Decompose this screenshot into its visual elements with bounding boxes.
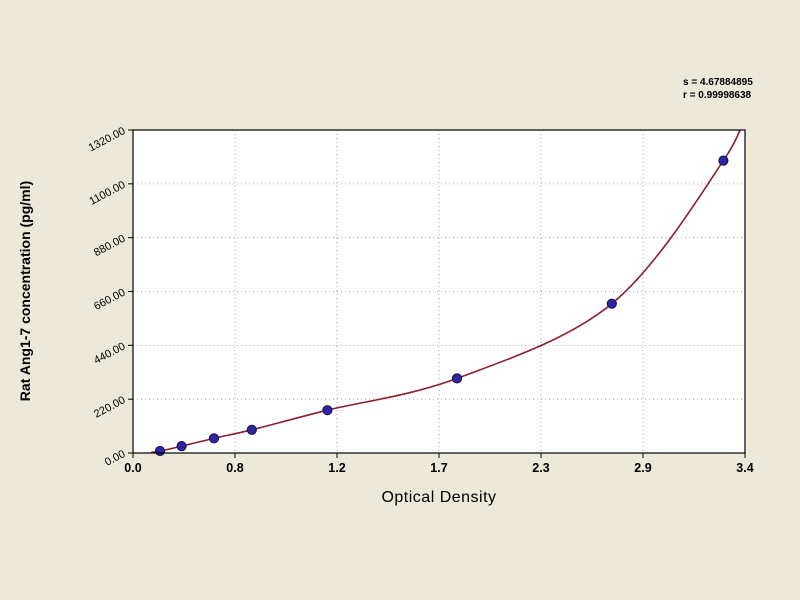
axis-ticks bbox=[128, 129, 746, 458]
y-tick-label: 1320.00 bbox=[87, 125, 128, 154]
y-tick-label: 880.00 bbox=[92, 233, 127, 259]
x-tick-label: 3.4 bbox=[736, 461, 753, 475]
x-tick-label: 1.7 bbox=[430, 461, 447, 475]
data-point bbox=[322, 405, 333, 416]
x-tick-label: 0.8 bbox=[226, 461, 243, 475]
y-tick-label: 440.00 bbox=[92, 340, 127, 366]
x-axis-title: Optical Density bbox=[381, 489, 497, 506]
data-point bbox=[154, 445, 166, 457]
data-point bbox=[606, 298, 617, 309]
y-axis-title: Rat Ang1-7 concentration (pg/ml) bbox=[17, 180, 33, 402]
y-tick-labels: 0.00220.00440.00660.00880.001100.001320.… bbox=[87, 125, 128, 469]
y-tick-label: 660.00 bbox=[92, 287, 127, 313]
y-tick-label: 220.00 bbox=[92, 394, 127, 420]
fit-statistics: s = 4.67884895 r = 0.99998638 bbox=[683, 76, 753, 102]
data-point bbox=[718, 155, 729, 166]
data-point bbox=[451, 373, 463, 384]
x-tick-labels: 0.0 0.8 1.2 1.7 2.3 2.9 3.4 bbox=[124, 461, 753, 475]
x-tick-label: 0.0 bbox=[124, 461, 141, 475]
plot-area bbox=[133, 130, 745, 453]
data-point bbox=[208, 433, 220, 444]
x-tick-label: 2.9 bbox=[634, 461, 651, 475]
y-tick-label: 1100.00 bbox=[87, 179, 127, 208]
data-point bbox=[176, 441, 187, 452]
fit-statistic-r: r = 0.99998638 bbox=[683, 90, 752, 101]
x-tick-label: 2.3 bbox=[532, 461, 549, 475]
data-point bbox=[246, 424, 257, 435]
x-tick-label: 1.2 bbox=[328, 461, 345, 475]
fit-statistic-s: s = 4.67884895 bbox=[683, 77, 753, 88]
